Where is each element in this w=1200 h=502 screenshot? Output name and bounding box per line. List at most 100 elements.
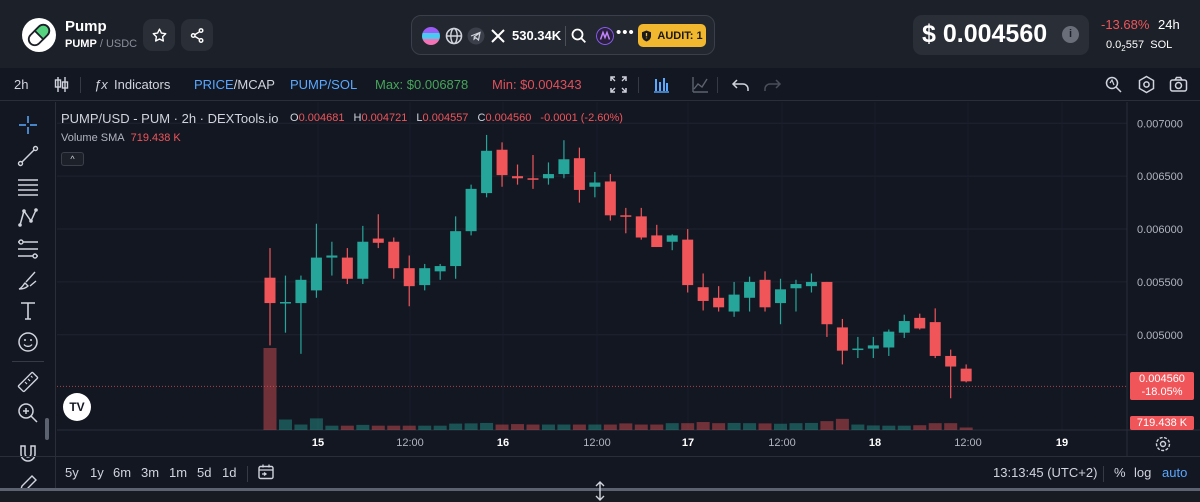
range-6m[interactable]: 6m bbox=[113, 465, 132, 480]
y-tick-label: 0.006000 bbox=[1137, 224, 1183, 236]
candle-body bbox=[790, 284, 802, 289]
candle-type-icon[interactable] bbox=[52, 75, 71, 94]
candle-body bbox=[542, 174, 554, 179]
range-1y[interactable]: 1y bbox=[90, 465, 104, 480]
settings-icon[interactable] bbox=[1137, 75, 1156, 94]
price-mcap-toggle[interactable]: PRICE/MCAP bbox=[194, 77, 275, 92]
favorite-button[interactable] bbox=[143, 19, 175, 51]
volume-bar bbox=[897, 425, 911, 430]
emoji-icon[interactable] bbox=[16, 330, 40, 354]
camera-icon[interactable] bbox=[1169, 75, 1188, 94]
clock[interactable]: 13:13:45 (UTC+2) bbox=[993, 465, 1098, 480]
fib-retracement-icon[interactable] bbox=[16, 237, 40, 261]
solana-icon[interactable] bbox=[422, 27, 440, 45]
telegram-icon[interactable] bbox=[467, 27, 485, 45]
ruler-icon[interactable] bbox=[16, 370, 40, 394]
last-price-tag: 0.004560 -18.05% bbox=[1130, 372, 1194, 400]
trend-line-icon[interactable] bbox=[16, 144, 40, 168]
candle-body bbox=[310, 257, 322, 291]
horizontal-lines-icon[interactable] bbox=[16, 175, 40, 199]
x-twitter-icon[interactable] bbox=[489, 27, 507, 45]
search-icon[interactable] bbox=[570, 27, 588, 45]
bottom-bar: 5y 1y 6m 3m 1m 5d 1d 13:13:45 (UTC+2) % … bbox=[0, 456, 1200, 488]
percent-toggle[interactable]: % bbox=[1114, 465, 1126, 480]
candle-body bbox=[295, 279, 307, 304]
token-name: Pump bbox=[65, 18, 107, 35]
fullscreen-icon[interactable] bbox=[609, 75, 628, 94]
quick-search-icon[interactable] bbox=[1104, 75, 1123, 94]
star-icon bbox=[152, 27, 166, 42]
volume-label: Volume SMA bbox=[61, 132, 125, 144]
y-tick-label: 0.006500 bbox=[1137, 171, 1183, 183]
candle-body bbox=[883, 331, 895, 348]
volume-bar bbox=[418, 425, 432, 430]
bar-chart-icon[interactable] bbox=[652, 75, 671, 94]
volume-bar bbox=[774, 423, 788, 430]
tools-scrollbar[interactable] bbox=[45, 418, 49, 440]
last-change-label: -18.05% bbox=[1141, 386, 1183, 398]
candle-body bbox=[635, 216, 647, 238]
volume-bar bbox=[758, 423, 772, 430]
volume-bar bbox=[804, 422, 818, 430]
candle-body bbox=[604, 181, 616, 216]
range-1d[interactable]: 1d bbox=[222, 465, 237, 480]
magnet-icon[interactable] bbox=[16, 442, 40, 466]
date-range-icon[interactable] bbox=[257, 463, 275, 481]
social-links: 530.34K ••• AUDIT: 1 bbox=[411, 15, 715, 55]
audit-badge[interactable]: AUDIT: 1 bbox=[638, 24, 706, 47]
bottom-divider bbox=[247, 466, 248, 482]
range-3m[interactable]: 3m bbox=[141, 465, 160, 480]
x-tick-label: 16 bbox=[497, 437, 509, 449]
undo-icon[interactable] bbox=[731, 75, 750, 94]
volume-bar bbox=[572, 424, 586, 430]
interval-selector[interactable]: 2h bbox=[14, 77, 29, 92]
volume-bar bbox=[696, 422, 710, 430]
candle-body bbox=[264, 277, 276, 304]
resize-handle-icon[interactable] bbox=[593, 480, 607, 502]
log-toggle[interactable]: log bbox=[1134, 465, 1152, 480]
more-icon[interactable]: ••• bbox=[616, 24, 635, 41]
redo-icon[interactable] bbox=[763, 75, 782, 94]
dex-screener-icon[interactable] bbox=[596, 27, 614, 45]
collapse-legend-button[interactable]: ^ bbox=[61, 152, 84, 166]
shield-icon bbox=[642, 30, 652, 41]
page-scrollbar[interactable] bbox=[0, 481, 1200, 502]
tradingview-logo-icon[interactable]: TV bbox=[63, 393, 91, 421]
candle-body bbox=[945, 355, 957, 367]
candle-body bbox=[728, 294, 740, 312]
price-option[interactable]: PRICE bbox=[194, 77, 234, 92]
volume-bar bbox=[650, 424, 664, 430]
candle-body bbox=[558, 159, 570, 175]
globe-icon[interactable] bbox=[445, 27, 463, 45]
range-1m[interactable]: 1m bbox=[169, 465, 188, 480]
auto-toggle[interactable]: auto bbox=[1162, 465, 1188, 480]
toolbar-divider bbox=[638, 77, 639, 93]
pair-toggle[interactable]: PUMP/SOL bbox=[290, 77, 358, 92]
brush-icon[interactable] bbox=[16, 268, 40, 292]
share-button[interactable] bbox=[181, 19, 213, 51]
zoom-in-icon[interactable] bbox=[16, 401, 40, 425]
pattern-icon[interactable] bbox=[16, 206, 40, 230]
volume-bar bbox=[681, 423, 695, 430]
range-5d[interactable]: 5d bbox=[197, 465, 212, 480]
volume-bar bbox=[557, 424, 571, 430]
quote-symbol: USDC bbox=[105, 38, 138, 50]
drawing-toolbar bbox=[0, 102, 56, 494]
volume-bar bbox=[511, 424, 525, 430]
candle-body bbox=[821, 281, 833, 325]
area-chart-icon[interactable] bbox=[691, 75, 710, 94]
price-change: -13.68% bbox=[1101, 17, 1150, 32]
change-value: -0.0001 (-2.60%) bbox=[540, 112, 623, 124]
info-icon[interactable]: i bbox=[1062, 26, 1079, 43]
candle-body bbox=[481, 150, 493, 194]
candle-body bbox=[744, 281, 756, 298]
indicators-button[interactable]: Indicators bbox=[114, 77, 171, 92]
chart-settings-icon[interactable] bbox=[1154, 435, 1172, 453]
mcap-option[interactable]: MCAP bbox=[237, 77, 275, 92]
range-5y[interactable]: 5y bbox=[65, 465, 79, 480]
candle-body bbox=[527, 178, 539, 180]
text-tool-icon[interactable] bbox=[16, 299, 40, 323]
crosshair-icon[interactable] bbox=[16, 113, 40, 137]
volume-bar bbox=[835, 418, 849, 430]
